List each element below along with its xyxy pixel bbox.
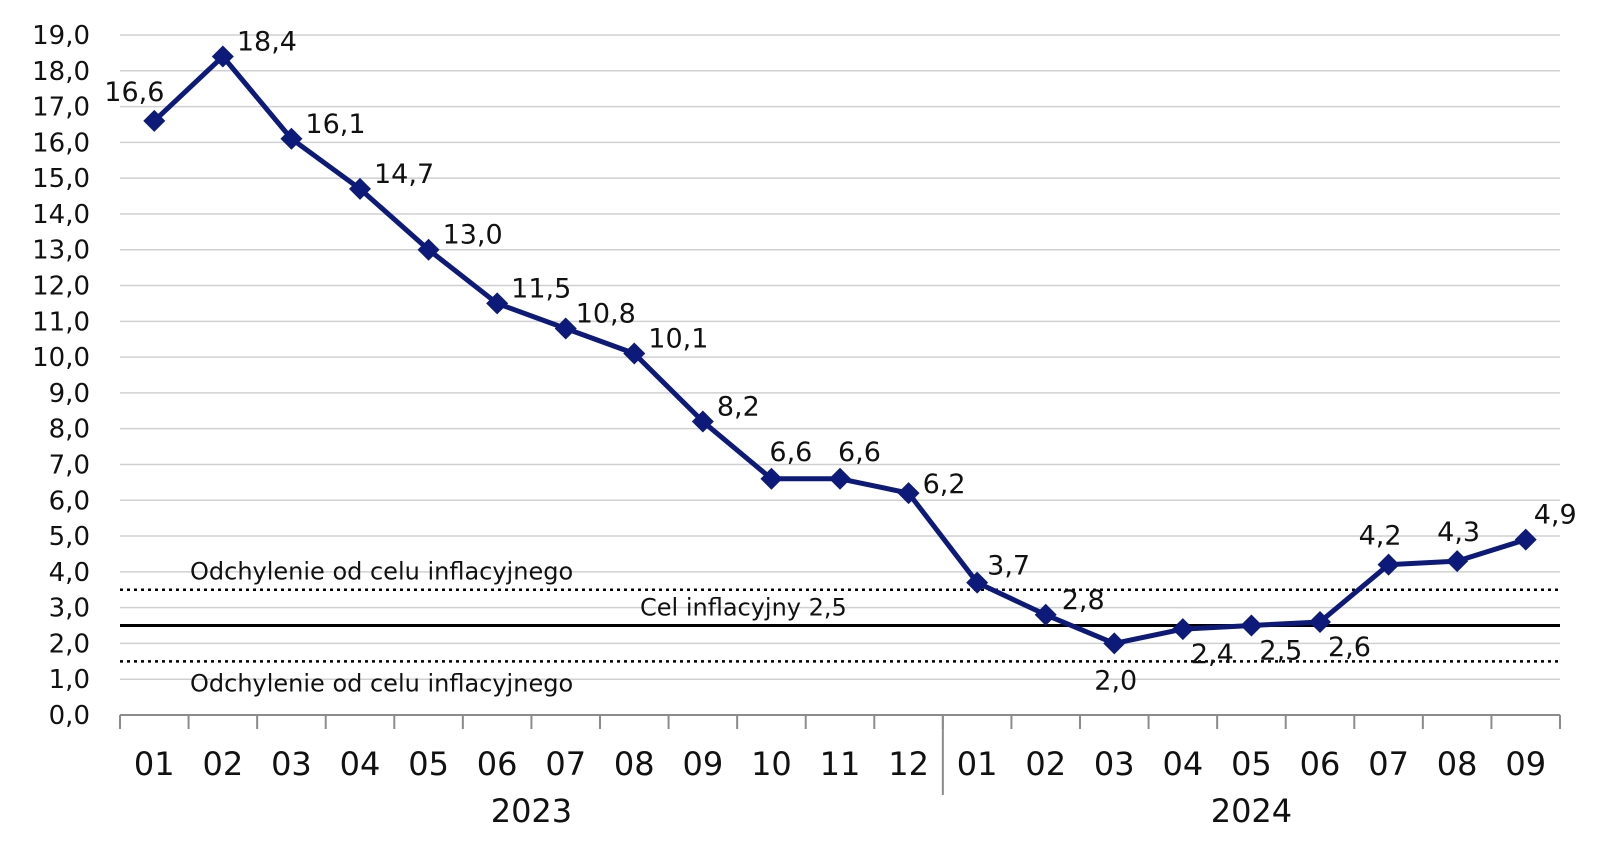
data-label: 6,2 (923, 469, 966, 500)
year-label: 2024 (1211, 792, 1292, 830)
x-tick-label: 08 (1437, 745, 1478, 783)
data-label: 2,8 (1062, 585, 1105, 616)
x-tick-label: 04 (340, 745, 381, 783)
reference-line-label: Odchylenie od celu inflacyjnego (190, 669, 573, 697)
reference-line-label: Odchylenie od celu inflacyjnego (190, 558, 573, 586)
reference-line-label: Cel inflacyjny 2,5 (640, 594, 847, 622)
y-tick-label: 3,0 (49, 594, 90, 624)
data-point-marker (211, 45, 234, 68)
data-point-marker (349, 177, 371, 200)
data-point-marker (1240, 614, 1263, 637)
y-tick-label: 12,0 (32, 272, 90, 302)
data-point-marker (691, 410, 714, 433)
data-label: 10,8 (576, 298, 636, 329)
data-point-marker (966, 571, 989, 594)
data-label: 14,7 (374, 159, 434, 190)
y-tick-label: 19,0 (32, 21, 90, 51)
data-label: 4,3 (1437, 517, 1480, 548)
data-label: 6,6 (769, 437, 812, 468)
x-tick-label: 07 (1368, 745, 1409, 783)
data-point-marker (554, 317, 577, 340)
data-label: 13,0 (443, 220, 503, 251)
y-tick-label: 15,0 (32, 164, 90, 194)
x-tick-label: 02 (1025, 745, 1066, 783)
y-tick-label: 14,0 (32, 200, 90, 230)
data-point-marker (1514, 528, 1537, 551)
data-point-marker (829, 467, 851, 490)
data-label: 18,4 (237, 26, 297, 57)
year-label: 2023 (491, 792, 572, 830)
x-tick-label: 02 (202, 745, 243, 783)
data-label: 16,6 (104, 77, 164, 108)
data-label: 11,5 (511, 273, 571, 304)
x-tick-label: 12 (888, 745, 929, 783)
y-tick-label: 11,0 (32, 307, 90, 337)
y-tick-label: 8,0 (49, 415, 90, 445)
data-label: 8,2 (717, 392, 760, 423)
y-tick-label: 1,0 (49, 665, 90, 695)
data-label: 4,2 (1359, 521, 1402, 552)
data-point-marker (1034, 603, 1057, 626)
y-tick-label: 5,0 (49, 522, 90, 552)
y-tick-label: 6,0 (49, 486, 90, 516)
data-point-marker (143, 109, 166, 132)
y-tick-label: 16,0 (32, 128, 90, 158)
y-tick-label: 7,0 (49, 450, 90, 480)
x-tick-label: 08 (614, 745, 655, 783)
y-tick-label: 0,0 (49, 701, 90, 731)
data-label: 10,1 (648, 324, 708, 355)
data-point-marker (486, 292, 509, 315)
x-tick-label: 01 (957, 745, 998, 783)
y-tick-label: 13,0 (32, 236, 90, 266)
data-point-marker (760, 467, 783, 490)
data-point-marker (897, 482, 920, 505)
x-tick-label: 01 (134, 745, 175, 783)
data-label: 3,7 (987, 551, 1030, 582)
x-tick-label: 03 (1094, 745, 1135, 783)
x-tick-label: 11 (820, 745, 861, 783)
y-tick-label: 18,0 (32, 57, 90, 87)
x-tick-label: 04 (1162, 745, 1203, 783)
x-tick-label: 05 (408, 745, 449, 783)
x-tick-label: 09 (682, 745, 723, 783)
y-tick-label: 9,0 (49, 379, 90, 409)
data-point-marker (1171, 618, 1194, 641)
data-label: 2,5 (1259, 636, 1302, 667)
x-tick-label: 03 (271, 745, 312, 783)
y-tick-label: 10,0 (32, 343, 90, 373)
data-point-marker (1377, 553, 1400, 576)
data-point-marker (417, 238, 440, 261)
y-tick-label: 4,0 (49, 558, 90, 588)
x-tick-label: 09 (1505, 745, 1546, 783)
data-label: 6,6 (838, 437, 881, 468)
data-point-marker (1446, 550, 1469, 573)
x-tick-label: 06 (477, 745, 518, 783)
data-point-marker (280, 127, 303, 150)
data-point-marker (1103, 632, 1126, 655)
x-tick-label: 10 (751, 745, 792, 783)
x-tick-label: 05 (1231, 745, 1272, 783)
data-label: 2,0 (1094, 665, 1137, 696)
data-label: 16,1 (305, 109, 365, 140)
x-tick-label: 07 (545, 745, 586, 783)
data-point-marker (623, 342, 646, 365)
data-label: 2,6 (1328, 632, 1371, 663)
data-point-marker (1309, 610, 1331, 633)
y-tick-label: 17,0 (32, 93, 90, 123)
data-label: 2,4 (1191, 639, 1234, 670)
data-label: 4,9 (1534, 500, 1577, 531)
y-tick-label: 2,0 (49, 629, 90, 659)
series-line (152, 53, 1527, 646)
x-tick-label: 06 (1300, 745, 1341, 783)
